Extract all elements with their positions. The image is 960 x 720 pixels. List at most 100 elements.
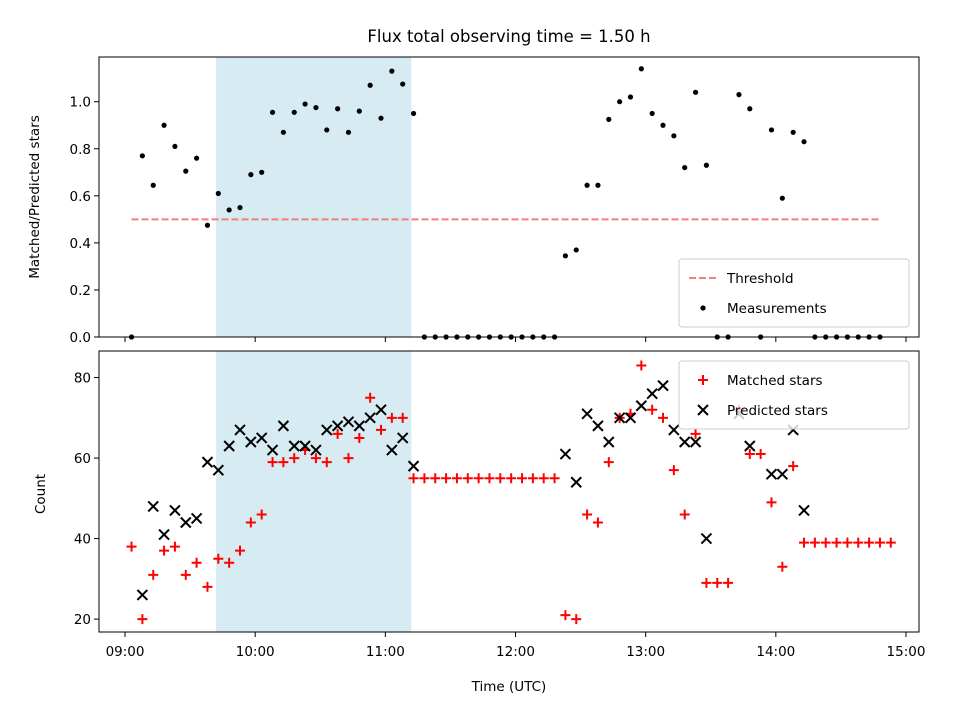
data-point	[560, 610, 571, 621]
y-tick-label: 0.4	[70, 236, 91, 252]
data-point	[289, 453, 300, 464]
data-point	[407, 460, 420, 472]
y-tick-label: 40	[74, 532, 91, 548]
data-point	[679, 436, 691, 448]
data-point	[180, 516, 192, 529]
data-point	[245, 517, 256, 528]
data-point	[226, 207, 232, 213]
legend-label: Threshold	[726, 271, 794, 287]
data-point	[378, 115, 384, 121]
data-point	[747, 106, 753, 112]
data-point	[668, 424, 680, 436]
data-point	[310, 444, 322, 456]
x-tick-label: 12:00	[496, 644, 535, 660]
data-point	[223, 440, 235, 452]
data-point	[310, 453, 321, 464]
data-point	[321, 457, 332, 468]
data-point	[606, 116, 612, 122]
data-point	[331, 420, 344, 432]
data-point	[613, 412, 626, 424]
data-point	[595, 182, 601, 188]
data-point	[790, 129, 796, 135]
data-point	[592, 420, 604, 432]
data-point	[169, 541, 180, 552]
y-tick-label: 80	[74, 371, 91, 387]
data-point	[495, 473, 506, 484]
legend-label: Matched stars	[727, 373, 823, 389]
data-point	[386, 412, 397, 423]
data-point	[161, 122, 167, 128]
data-point	[517, 473, 528, 484]
data-point	[864, 537, 875, 548]
data-point	[657, 379, 669, 392]
data-point	[302, 101, 308, 107]
data-point	[190, 512, 203, 525]
legend: Matched stars Predicted stars	[678, 360, 910, 430]
data-point	[744, 440, 756, 452]
data-point	[194, 155, 200, 161]
data-point	[291, 109, 297, 115]
data-point	[798, 504, 810, 517]
data-point	[277, 420, 290, 432]
data-point	[343, 453, 354, 464]
data-point	[776, 468, 789, 480]
data-point	[779, 195, 785, 201]
data-point	[853, 537, 864, 548]
x-tick-label: 15:00	[887, 644, 926, 660]
highlight-span	[216, 57, 412, 337]
data-point	[419, 473, 430, 484]
data-point	[353, 420, 366, 432]
data-point	[559, 448, 572, 460]
data-point	[527, 473, 538, 484]
data-point	[462, 473, 473, 484]
data-point	[473, 473, 484, 484]
x-tick-label: 09:00	[106, 644, 145, 660]
data-point	[636, 360, 647, 371]
data-point	[159, 545, 170, 556]
top-panel: 0.0 0.2 0.4 0.6 0.8 1.0 Threshold Measurements	[70, 56, 920, 346]
data-point	[874, 537, 885, 548]
data-point	[332, 428, 343, 439]
data-point	[255, 432, 268, 444]
data-point	[703, 162, 710, 168]
data-point	[430, 473, 441, 484]
y-tick-label: 20	[74, 612, 91, 628]
y-tick-label: 60	[74, 451, 91, 467]
data-point	[679, 509, 690, 520]
data-point	[562, 253, 569, 259]
data-point	[635, 400, 648, 412]
data-point	[126, 541, 137, 552]
data-point	[809, 537, 820, 548]
data-point	[638, 66, 644, 72]
data-point	[137, 614, 148, 625]
data-point	[376, 424, 387, 435]
data-point	[571, 614, 582, 625]
data-point	[700, 532, 713, 545]
data-point	[148, 569, 159, 580]
data-point	[690, 428, 701, 439]
data-point	[139, 153, 145, 159]
data-point	[213, 553, 224, 564]
series-predicted-stars	[136, 379, 810, 601]
data-point	[224, 557, 235, 568]
data-point	[172, 143, 178, 150]
data-point	[280, 129, 286, 135]
data-point	[147, 500, 159, 513]
data-point	[313, 104, 319, 111]
data-point	[668, 465, 679, 476]
y-tick-label: 0.2	[70, 283, 91, 299]
data-point	[237, 204, 243, 211]
data-point	[183, 168, 189, 174]
bottom-panel: 20 40 60 80 09:00 10:00 11:00 12:00 13:00 14:00 15…	[74, 350, 926, 660]
data-point	[646, 387, 658, 400]
data-point	[364, 412, 376, 424]
data-point	[386, 444, 398, 456]
data-point	[180, 569, 191, 580]
data-point	[150, 182, 156, 188]
data-point	[842, 537, 853, 548]
chart-title: Flux total observing time = 1.50 h	[367, 27, 650, 46]
data-point	[766, 497, 777, 508]
legend-swatch	[697, 404, 709, 416]
